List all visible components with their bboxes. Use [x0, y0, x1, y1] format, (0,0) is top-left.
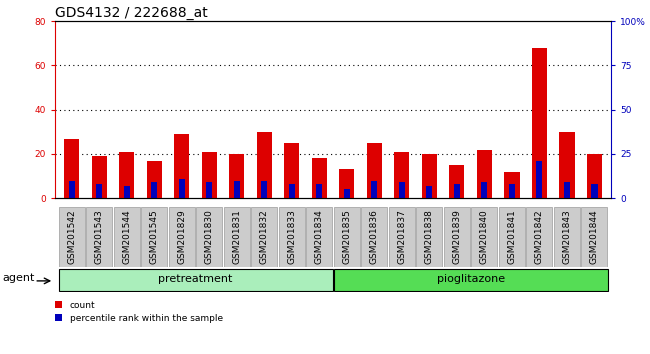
Text: GSM201839: GSM201839 [452, 210, 462, 264]
Text: GSM201829: GSM201829 [177, 210, 187, 264]
Bar [422, 154, 437, 198]
Text: GSM201844: GSM201844 [590, 210, 599, 264]
Bar [344, 189, 350, 198]
Text: GSM201842: GSM201842 [535, 210, 544, 264]
FancyBboxPatch shape [58, 206, 84, 267]
FancyBboxPatch shape [526, 206, 552, 267]
Bar [257, 132, 272, 198]
Bar [367, 143, 382, 198]
Bar [312, 159, 327, 198]
FancyBboxPatch shape [471, 206, 497, 267]
Bar [64, 138, 79, 198]
Bar [151, 182, 157, 198]
FancyBboxPatch shape [306, 206, 332, 267]
Text: GSM201830: GSM201830 [205, 210, 214, 264]
FancyBboxPatch shape [114, 206, 140, 267]
FancyBboxPatch shape [279, 206, 305, 267]
Bar [317, 184, 322, 198]
Text: GSM201843: GSM201843 [562, 210, 571, 264]
FancyBboxPatch shape [141, 206, 167, 267]
FancyBboxPatch shape [389, 206, 415, 267]
Bar [289, 184, 295, 198]
Bar [119, 152, 135, 198]
FancyBboxPatch shape [581, 206, 607, 267]
Bar [477, 149, 492, 198]
Bar [587, 154, 602, 198]
Text: GSM201831: GSM201831 [232, 210, 241, 264]
FancyBboxPatch shape [416, 206, 443, 267]
Text: GSM201835: GSM201835 [343, 210, 352, 264]
Bar [482, 182, 488, 198]
Text: GSM201833: GSM201833 [287, 210, 296, 264]
FancyBboxPatch shape [58, 268, 333, 291]
Text: pretreatment: pretreatment [159, 274, 233, 284]
FancyBboxPatch shape [333, 206, 360, 267]
Text: GSM201837: GSM201837 [397, 210, 406, 264]
FancyBboxPatch shape [168, 206, 195, 267]
FancyBboxPatch shape [444, 206, 470, 267]
Bar [124, 186, 130, 198]
FancyBboxPatch shape [86, 206, 112, 267]
Bar [69, 181, 75, 198]
Bar [504, 172, 519, 198]
Text: pioglitazone: pioglitazone [437, 274, 505, 284]
Text: GSM201543: GSM201543 [95, 210, 104, 264]
Bar [509, 184, 515, 198]
Bar [399, 182, 405, 198]
Text: GSM201545: GSM201545 [150, 210, 159, 264]
Text: GSM201834: GSM201834 [315, 210, 324, 264]
Bar [532, 48, 547, 198]
FancyBboxPatch shape [499, 206, 525, 267]
FancyBboxPatch shape [333, 268, 608, 291]
Bar [426, 186, 432, 198]
Text: GSM201832: GSM201832 [260, 210, 269, 264]
FancyBboxPatch shape [251, 206, 278, 267]
Bar [560, 132, 575, 198]
FancyBboxPatch shape [361, 206, 387, 267]
Bar [202, 152, 217, 198]
Text: GSM201841: GSM201841 [508, 210, 517, 264]
Bar [395, 152, 410, 198]
Bar [284, 143, 300, 198]
Bar [449, 165, 465, 198]
Bar [229, 154, 244, 198]
Bar [206, 182, 213, 198]
Legend: count, percentile rank within the sample: count, percentile rank within the sample [55, 301, 223, 322]
FancyBboxPatch shape [224, 206, 250, 267]
Bar [234, 181, 240, 198]
Text: agent: agent [3, 273, 35, 284]
Bar [592, 184, 597, 198]
Text: GSM201544: GSM201544 [122, 210, 131, 264]
Text: GSM201838: GSM201838 [425, 210, 434, 264]
Bar [147, 161, 162, 198]
Bar [96, 184, 102, 198]
Bar [339, 170, 354, 198]
Bar [454, 184, 460, 198]
Bar [536, 161, 543, 198]
Bar [92, 156, 107, 198]
Bar [261, 181, 267, 198]
Text: GSM201836: GSM201836 [370, 210, 379, 264]
Bar [174, 134, 189, 198]
Bar [179, 179, 185, 198]
Text: GSM201840: GSM201840 [480, 210, 489, 264]
FancyBboxPatch shape [196, 206, 222, 267]
Text: GDS4132 / 222688_at: GDS4132 / 222688_at [55, 6, 208, 20]
Bar [564, 182, 570, 198]
FancyBboxPatch shape [554, 206, 580, 267]
Bar [371, 181, 378, 198]
Text: GSM201542: GSM201542 [67, 210, 76, 264]
